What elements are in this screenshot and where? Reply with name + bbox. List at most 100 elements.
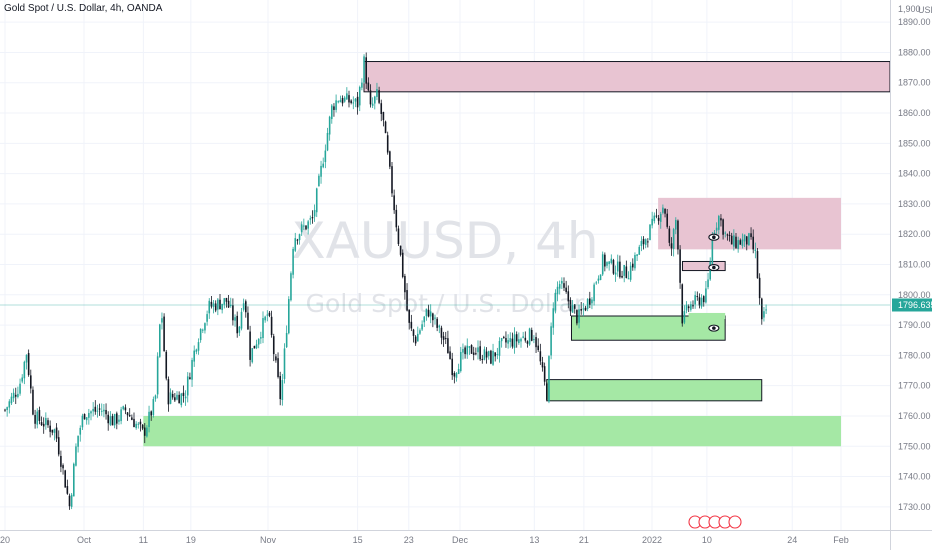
candle-body <box>322 163 324 168</box>
candle-body <box>401 252 404 277</box>
candle-body <box>597 278 600 281</box>
candle-body <box>337 101 340 103</box>
candle-body <box>634 255 636 269</box>
candle-body <box>687 306 690 309</box>
candle-body <box>320 165 322 177</box>
candle-body <box>395 209 398 228</box>
candle-body <box>120 409 122 422</box>
x-tick-label: Feb <box>833 535 849 545</box>
time-axis <box>0 530 890 550</box>
candle-body <box>68 495 71 507</box>
candle-body <box>664 208 666 214</box>
candle-body <box>694 295 696 305</box>
candle-body <box>294 238 297 251</box>
y-tick-label: 1740.00 <box>898 472 931 482</box>
candle-body <box>341 98 344 104</box>
candle-body <box>249 331 251 360</box>
candle-body <box>483 349 486 360</box>
candle-body <box>397 228 400 245</box>
candle-body <box>245 301 247 313</box>
candle-body <box>116 413 118 424</box>
candle-body <box>131 417 133 420</box>
candle-body <box>34 414 36 424</box>
candle-body <box>715 227 718 231</box>
candle-body <box>328 116 331 135</box>
y-tick-label-top: 1,900 <box>898 4 921 14</box>
candle-body <box>283 348 286 379</box>
candle-body <box>128 414 131 417</box>
candle-body <box>423 316 426 323</box>
candle-body <box>307 221 309 229</box>
candle-body <box>197 342 200 351</box>
candle-body <box>154 395 157 399</box>
y-tick-label: 1800.00 <box>898 290 931 300</box>
candle-body <box>107 414 109 424</box>
candle-body <box>668 228 671 243</box>
candle-body <box>367 82 370 91</box>
candle-body <box>257 338 260 345</box>
candle-body <box>324 150 327 163</box>
candle-body <box>730 235 733 245</box>
candle-body <box>700 297 703 307</box>
watermark-symbol: XAUUSD, 4h <box>291 212 598 270</box>
candle-body <box>653 215 656 222</box>
candle-body <box>167 379 170 405</box>
candle-body <box>608 261 610 264</box>
candle-body <box>380 103 383 114</box>
candle-body <box>92 408 94 412</box>
x-tick-label: Nov <box>260 535 277 545</box>
candle-body <box>62 465 64 469</box>
candle-body <box>644 239 647 245</box>
candle-body <box>765 309 767 311</box>
candle-body <box>60 455 62 467</box>
candle-body <box>739 240 742 245</box>
candle-body <box>651 218 653 226</box>
candle-body <box>442 336 445 340</box>
candle-body <box>184 396 187 399</box>
candle-body <box>219 299 221 310</box>
candle-body <box>404 275 406 293</box>
candle-body <box>629 265 632 280</box>
candle-body <box>169 392 172 404</box>
candle-body <box>681 284 684 324</box>
candle-body <box>189 377 191 380</box>
candle-body <box>251 348 254 363</box>
candle-body <box>659 213 662 222</box>
candle-body <box>109 416 112 425</box>
candle-body <box>614 272 617 275</box>
candle-body <box>191 359 193 380</box>
candle-body <box>255 344 258 349</box>
x-tick-label: 20 <box>0 535 10 545</box>
candle-body <box>264 316 266 321</box>
candle-body <box>30 375 32 389</box>
candle-body <box>47 420 49 426</box>
candle-body <box>758 277 761 299</box>
y-tick-label: 1730.00 <box>898 502 931 512</box>
price-axis <box>890 0 932 550</box>
candle-body <box>202 329 204 331</box>
candle-body <box>593 284 595 302</box>
candle-body <box>25 354 28 363</box>
candle-body <box>550 326 552 356</box>
candle-body <box>657 217 660 221</box>
candle-body <box>490 350 492 364</box>
candle-body <box>589 298 591 305</box>
candle-body <box>498 340 501 356</box>
candle-body <box>81 415 84 428</box>
candle-body <box>53 429 56 433</box>
candle-body <box>266 314 269 316</box>
candle-body <box>113 414 116 426</box>
candle-body <box>524 337 527 341</box>
candle-body <box>741 239 744 246</box>
candle-body <box>139 421 142 425</box>
candle-body <box>272 336 275 355</box>
candle-body <box>290 273 292 301</box>
x-tick-label: 23 <box>404 535 414 545</box>
candle-body <box>27 353 30 375</box>
candle-body <box>247 312 249 330</box>
candle-body <box>326 132 329 151</box>
candle-body <box>57 437 60 455</box>
candle-body <box>268 312 271 316</box>
